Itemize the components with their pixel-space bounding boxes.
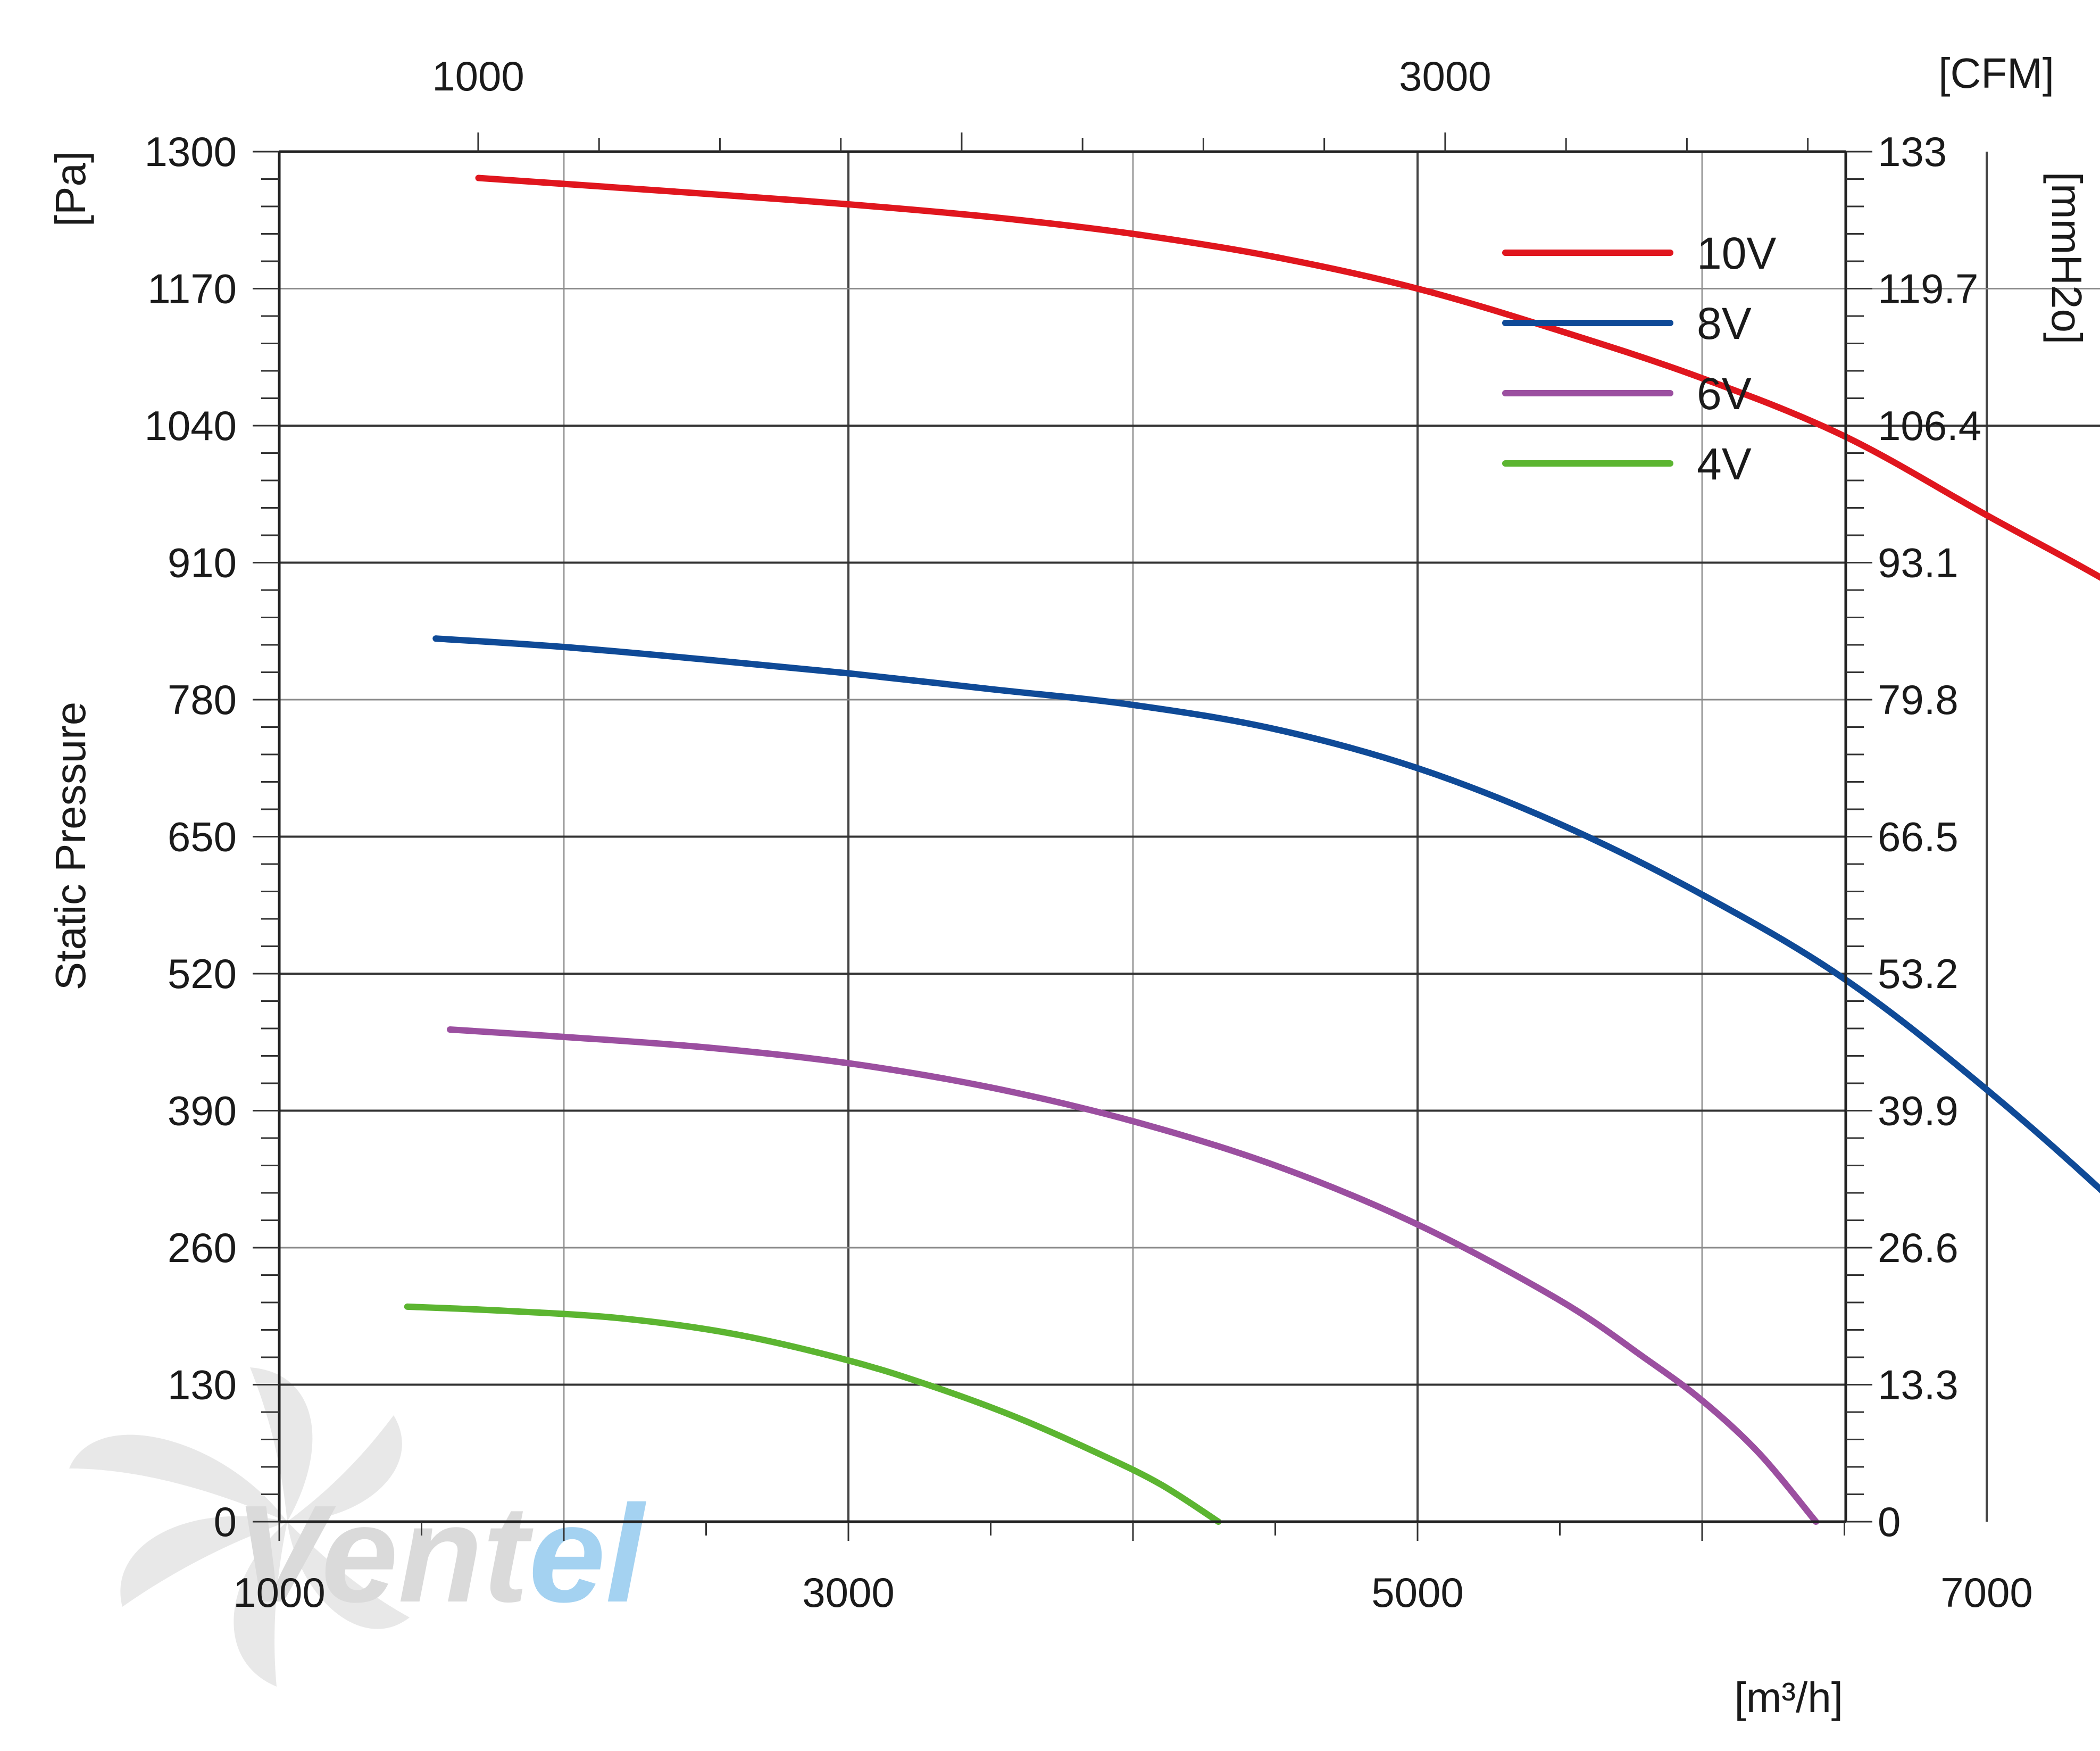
x-tick-label-top: 1000: [432, 53, 524, 99]
y-tick-label-left: 0: [214, 1498, 237, 1545]
y-tick-label-right: 119.7: [1878, 265, 1978, 312]
y-tick-label-left: 1170: [147, 265, 237, 312]
fan-blades-icon: [69, 1367, 410, 1687]
y-tick-label-right: 79.8: [1878, 676, 1959, 723]
legend: 10V 8V 6V 4V: [1502, 228, 1776, 489]
y-tick-label-right: 13.3: [1878, 1362, 1959, 1408]
y-tick-label-left: 1040: [144, 402, 237, 449]
y-tick-label-left: 130: [168, 1362, 237, 1408]
axis-tick-labels: 0 130 260 390 520 650 780 910 1040 1170 1300 0 13.3 2…: [144, 53, 2033, 1616]
grid-lines: [279, 152, 2100, 1522]
x-tick-label-bottom: 7000: [1940, 1569, 2033, 1616]
x-axis-unit-top: [CFM]: [1938, 49, 2054, 97]
y-tick-label-right: 66.5: [1878, 814, 1959, 860]
series-lines: [404, 175, 2100, 1525]
y-tick-label-right: 0: [1878, 1498, 1901, 1545]
y-tick-label-left: 260: [168, 1224, 237, 1271]
watermark-brand-text: Ventel: [234, 1477, 647, 1631]
legend-label-10v: 10V: [1697, 228, 1776, 278]
x-tick-label-bottom: 5000: [1371, 1569, 1464, 1616]
y-tick-label-left: 520: [168, 950, 237, 997]
legend-label-4v: 4V: [1697, 439, 1752, 489]
series-line-8v: [432, 635, 2100, 1193]
series-line-4v: [404, 1303, 1222, 1525]
y-tick-label-right: 53.2: [1878, 950, 1959, 997]
y-axis-unit-right: [mmH2o]: [2043, 172, 2090, 345]
y-tick-label-left: 390: [168, 1088, 237, 1134]
y-tick-label-right: 26.6: [1878, 1224, 1959, 1271]
x-tick-label-top: 3000: [1399, 53, 1491, 99]
x-tick-label-bottom: 3000: [802, 1569, 895, 1616]
legend-label-8v: 8V: [1697, 298, 1752, 348]
y-tick-label-left: 780: [168, 676, 237, 723]
series-line-10v: [475, 175, 2100, 581]
legend-label-6v: 6V: [1697, 369, 1752, 419]
y-axis-title: Static Pressure: [47, 702, 94, 990]
ventel-watermark-logo: Ventel: [69, 1367, 647, 1687]
y-tick-label-right: 106.4: [1878, 402, 1981, 449]
y-axis-unit-left: [Pa]: [47, 151, 94, 227]
axis-ticks: [253, 132, 1872, 1541]
y-tick-label-right: 133: [1878, 128, 1947, 175]
y-tick-label-left: 650: [168, 814, 237, 860]
y-tick-label-right: 93.1: [1878, 540, 1959, 586]
y-tick-label-left: 910: [168, 540, 237, 586]
y-tick-label-left: 1300: [144, 128, 237, 175]
x-tick-label-bottom: 1000: [233, 1569, 326, 1616]
y-tick-label-right: 39.9: [1878, 1088, 1959, 1134]
x-axis-unit-bottom: [m³/h]: [1735, 1674, 1843, 1721]
series-line-6v: [447, 1026, 1819, 1525]
